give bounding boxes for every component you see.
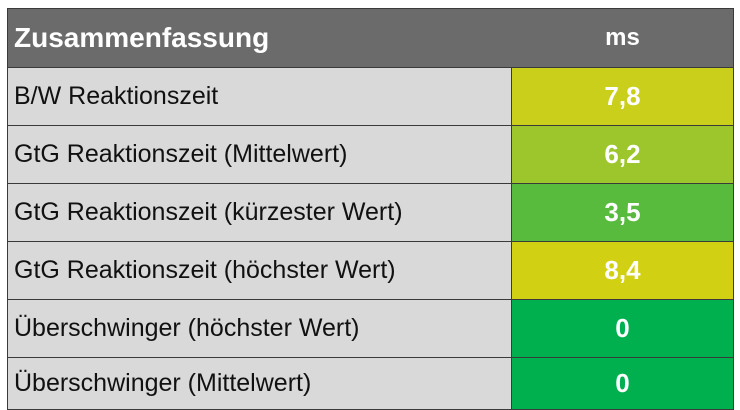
- table-row: Überschwinger (höchster Wert) 0: [8, 299, 733, 357]
- row-value: 8,4: [512, 242, 733, 299]
- table-row: GtG Reaktionszeit (Mittelwert) 6,2: [8, 125, 733, 183]
- table-row: GtG Reaktionszeit (kürzester Wert) 3,5: [8, 183, 733, 241]
- summary-table: Zusammenfassung ms B/W Reaktionszeit 7,8…: [7, 8, 734, 410]
- table-row: B/W Reaktionszeit 7,8: [8, 67, 733, 125]
- row-label: GtG Reaktionszeit (kürzester Wert): [8, 184, 512, 241]
- header-title: Zusammenfassung: [14, 22, 270, 53]
- row-value: 7,8: [512, 68, 733, 125]
- table-row: GtG Reaktionszeit (höchster Wert) 8,4: [8, 241, 733, 299]
- row-value: 0: [512, 300, 733, 357]
- header-unit: ms: [605, 24, 640, 51]
- table-row: Überschwinger (Mittelwert) 0: [8, 357, 733, 409]
- row-label: Überschwinger (Mittelwert): [8, 358, 512, 409]
- row-label: GtG Reaktionszeit (Mittelwert): [8, 126, 512, 183]
- row-value: 6,2: [512, 126, 733, 183]
- table-header: Zusammenfassung ms: [8, 9, 733, 67]
- row-label: Überschwinger (höchster Wert): [8, 300, 512, 357]
- row-value: 3,5: [512, 184, 733, 241]
- row-value: 0: [512, 358, 733, 409]
- row-label: B/W Reaktionszeit: [8, 68, 512, 125]
- row-label: GtG Reaktionszeit (höchster Wert): [8, 242, 512, 299]
